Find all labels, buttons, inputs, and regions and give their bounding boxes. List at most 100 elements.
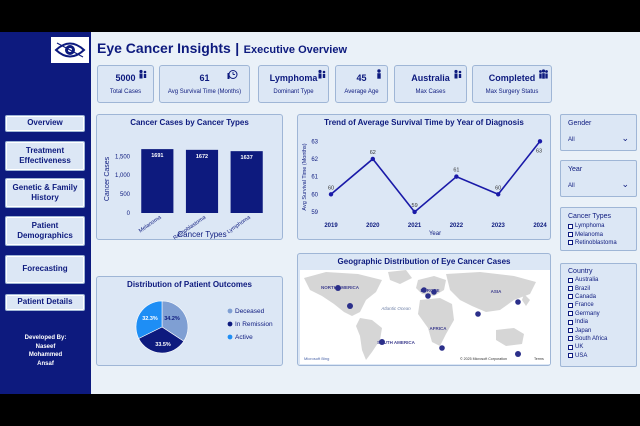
page-title: Eye Cancer Insights | Executive Overview	[97, 40, 347, 58]
kpi-max-cases: Australia Max Cases	[394, 65, 467, 103]
country-option-label: Germany	[575, 310, 600, 317]
map-attribution-copyright: © 2025 Microsoft Corporation	[460, 357, 507, 361]
cancer-types-slicer: Cancer Types Lymphoma Melanoma Retinobla…	[560, 207, 637, 251]
data-point	[496, 192, 501, 197]
data-label: 62	[370, 150, 376, 156]
checkbox[interactable]	[568, 277, 573, 283]
slice-data-label: 33.5%	[155, 342, 171, 348]
country-slicer-header: Country	[568, 268, 593, 275]
checkbox[interactable]	[568, 294, 573, 300]
country-option[interactable]: South Africa	[568, 335, 636, 343]
developer-name-3: Ansaf	[37, 361, 54, 368]
map-marker-australia[interactable]	[515, 351, 521, 357]
bar-data-label: 1637	[241, 155, 253, 161]
checkbox[interactable]	[568, 353, 573, 359]
bar-chart-title: Cancer Cases by Cancer Types	[130, 118, 249, 127]
country-option[interactable]: Australia	[568, 276, 636, 284]
x-tick-label: 2019	[324, 223, 338, 229]
nav-treatment-effectiveness[interactable]: Treatment Effectiveness	[5, 141, 85, 171]
gender-slicer[interactable]: Gender All ⌄	[560, 114, 637, 151]
sidebar: Overview Treatment Effectiveness Genetic…	[0, 32, 91, 394]
country-option[interactable]: Brazil	[568, 284, 636, 292]
country-option[interactable]: USA	[568, 352, 636, 360]
kpi-label: Average Age	[344, 89, 379, 95]
kpi-value: 61	[199, 73, 210, 83]
kpi-label: Max Cases	[415, 89, 446, 95]
kpi-value: 45	[356, 73, 367, 83]
cancer-type-option[interactable]: Retinoblastoma	[568, 239, 636, 247]
kpi-value: Completed	[488, 73, 536, 83]
data-point	[454, 174, 459, 179]
map-marker-india[interactable]	[475, 311, 481, 317]
checkbox[interactable]	[568, 344, 573, 350]
map-marker-canada[interactable]	[335, 285, 341, 291]
developer-name-1: Naseef	[35, 343, 56, 350]
map-marker-france[interactable]	[425, 293, 431, 299]
map-marker-germany[interactable]	[431, 289, 437, 295]
country-option-label: Brazil	[575, 285, 591, 292]
country-option[interactable]: India	[568, 318, 636, 326]
map-panel: Geographic Distribution of Eye Cancer Ca…	[297, 253, 551, 366]
checkbox[interactable]	[568, 328, 573, 334]
data-label: 61	[453, 168, 459, 174]
country-option[interactable]: Germany	[568, 310, 636, 318]
map-marker-japan[interactable]	[515, 299, 521, 305]
y-tick-label: 60	[311, 192, 318, 198]
line-chart: 59 60 61 62 63 60 2019 62 2020 59 2021 61 2022 60 2023…	[302, 139, 547, 237]
cancer-type-option[interactable]: Lymphoma	[568, 222, 636, 230]
year-slicer-value[interactable]: All	[568, 183, 575, 189]
checkbox[interactable]	[568, 240, 573, 246]
pie-slice	[135, 300, 163, 339]
cancer-type-option[interactable]: Melanoma	[568, 230, 636, 238]
year-slicer[interactable]: Year All ⌄	[560, 160, 637, 197]
bar	[230, 151, 263, 213]
y-tick-label: 500	[120, 192, 131, 198]
map-label-asia: ASIA	[491, 289, 503, 294]
map-attribution-terms[interactable]: Terms	[534, 357, 544, 361]
line-chart-title: Trend of Average Survival Time by Year o…	[324, 118, 524, 127]
country-option[interactable]: Japan	[568, 326, 636, 334]
nav-patient-demographics[interactable]: Patient Demographics	[5, 216, 85, 246]
map-label-africa: AFRICA	[430, 326, 448, 331]
map-marker-uk[interactable]	[421, 287, 427, 293]
bar	[185, 149, 219, 213]
map-marker-south-africa[interactable]	[439, 345, 445, 351]
checkbox[interactable]	[568, 336, 573, 342]
title-separator: |	[235, 40, 240, 56]
chevron-down-icon[interactable]: ⌄	[621, 179, 629, 189]
gender-slicer-value[interactable]: All	[568, 137, 575, 143]
map-label-south-america: SOUTH AMERICA	[377, 340, 416, 345]
pie-chart: 34.2% 33.5% 32.3% Deceased In Remission Activ…	[135, 300, 273, 354]
map-marker-brazil[interactable]	[379, 339, 385, 345]
checkbox[interactable]	[568, 223, 573, 229]
checkbox[interactable]	[568, 232, 573, 238]
cancer-type-option-label: Lymphoma	[575, 223, 605, 230]
map-marker-usa[interactable]	[347, 303, 353, 309]
bar-data-label: 1672	[196, 154, 208, 160]
nav-forecasting[interactable]: Forecasting	[5, 255, 85, 284]
year-slicer-header: Year	[568, 166, 583, 173]
nav-patient-details[interactable]: Patient Details	[5, 294, 85, 311]
world-map[interactable]: NORTH AMERICA EUROPE ASIA Atlantic Ocean…	[300, 270, 550, 364]
country-option[interactable]: UK	[568, 343, 636, 351]
country-option[interactable]: Canada	[568, 293, 636, 301]
checkbox[interactable]	[568, 286, 573, 292]
checkbox[interactable]	[568, 319, 573, 325]
checkbox[interactable]	[568, 302, 573, 308]
country-option[interactable]: France	[568, 301, 636, 309]
cancer-type-option-label: Retinoblastoma	[575, 239, 617, 246]
legend-label: In Remission	[235, 321, 273, 328]
data-label: 60	[495, 185, 501, 191]
person-icon	[377, 69, 381, 79]
checkbox[interactable]	[568, 311, 573, 317]
y-tick-label: 59	[311, 210, 318, 216]
data-label: 60	[328, 185, 334, 191]
bar-data-label: 1691	[151, 153, 163, 159]
map-label-europe: EUROPE	[420, 288, 439, 293]
nav-genetic-family-history[interactable]: Genetic & Family History	[5, 178, 85, 208]
clock-person-icon	[227, 70, 238, 79]
pie-chart-title: Distribution of Patient Outcomes	[127, 280, 252, 289]
legend-label: Deceased	[235, 308, 265, 315]
chevron-down-icon[interactable]: ⌄	[621, 133, 629, 143]
nav-overview[interactable]: Overview	[5, 115, 85, 132]
